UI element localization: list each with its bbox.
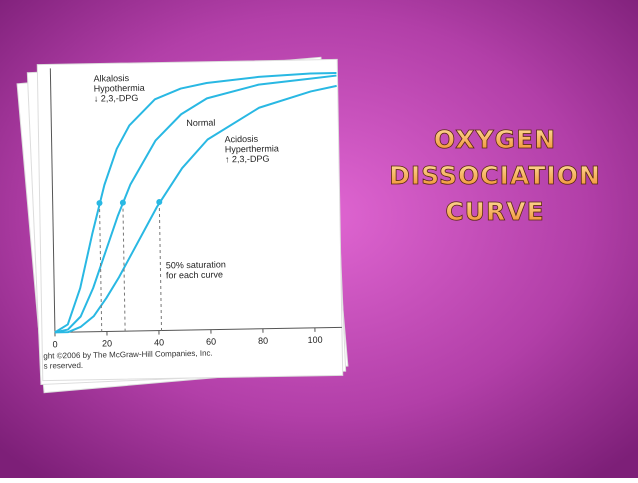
x-tick-label: 20 [102,338,112,348]
title-line: CURVE [445,197,544,226]
x-tick-label: 80 [258,336,268,346]
x-tick-label: 100 [308,335,323,345]
curve-label: Normal [186,118,215,129]
x-tick-label: 40 [154,337,164,347]
curve-label: ↑ 2,3,-DPG [225,154,270,165]
curve-label: ↓ 2,3,-DPG [94,93,139,104]
credit: s reserved. [43,361,83,371]
x-tick-label: 60 [206,337,216,347]
curve-label: Acidosis [225,134,259,145]
curve-label: Hyperthermia [225,143,279,154]
x-tick-label: 0 [53,339,58,349]
paper [37,59,342,380]
curve-label: Alkalosis [93,73,129,84]
title-line: OXYGEN [434,125,556,154]
annotation: for each curve [166,269,223,280]
title-line: DISSOCIATION [389,161,601,190]
